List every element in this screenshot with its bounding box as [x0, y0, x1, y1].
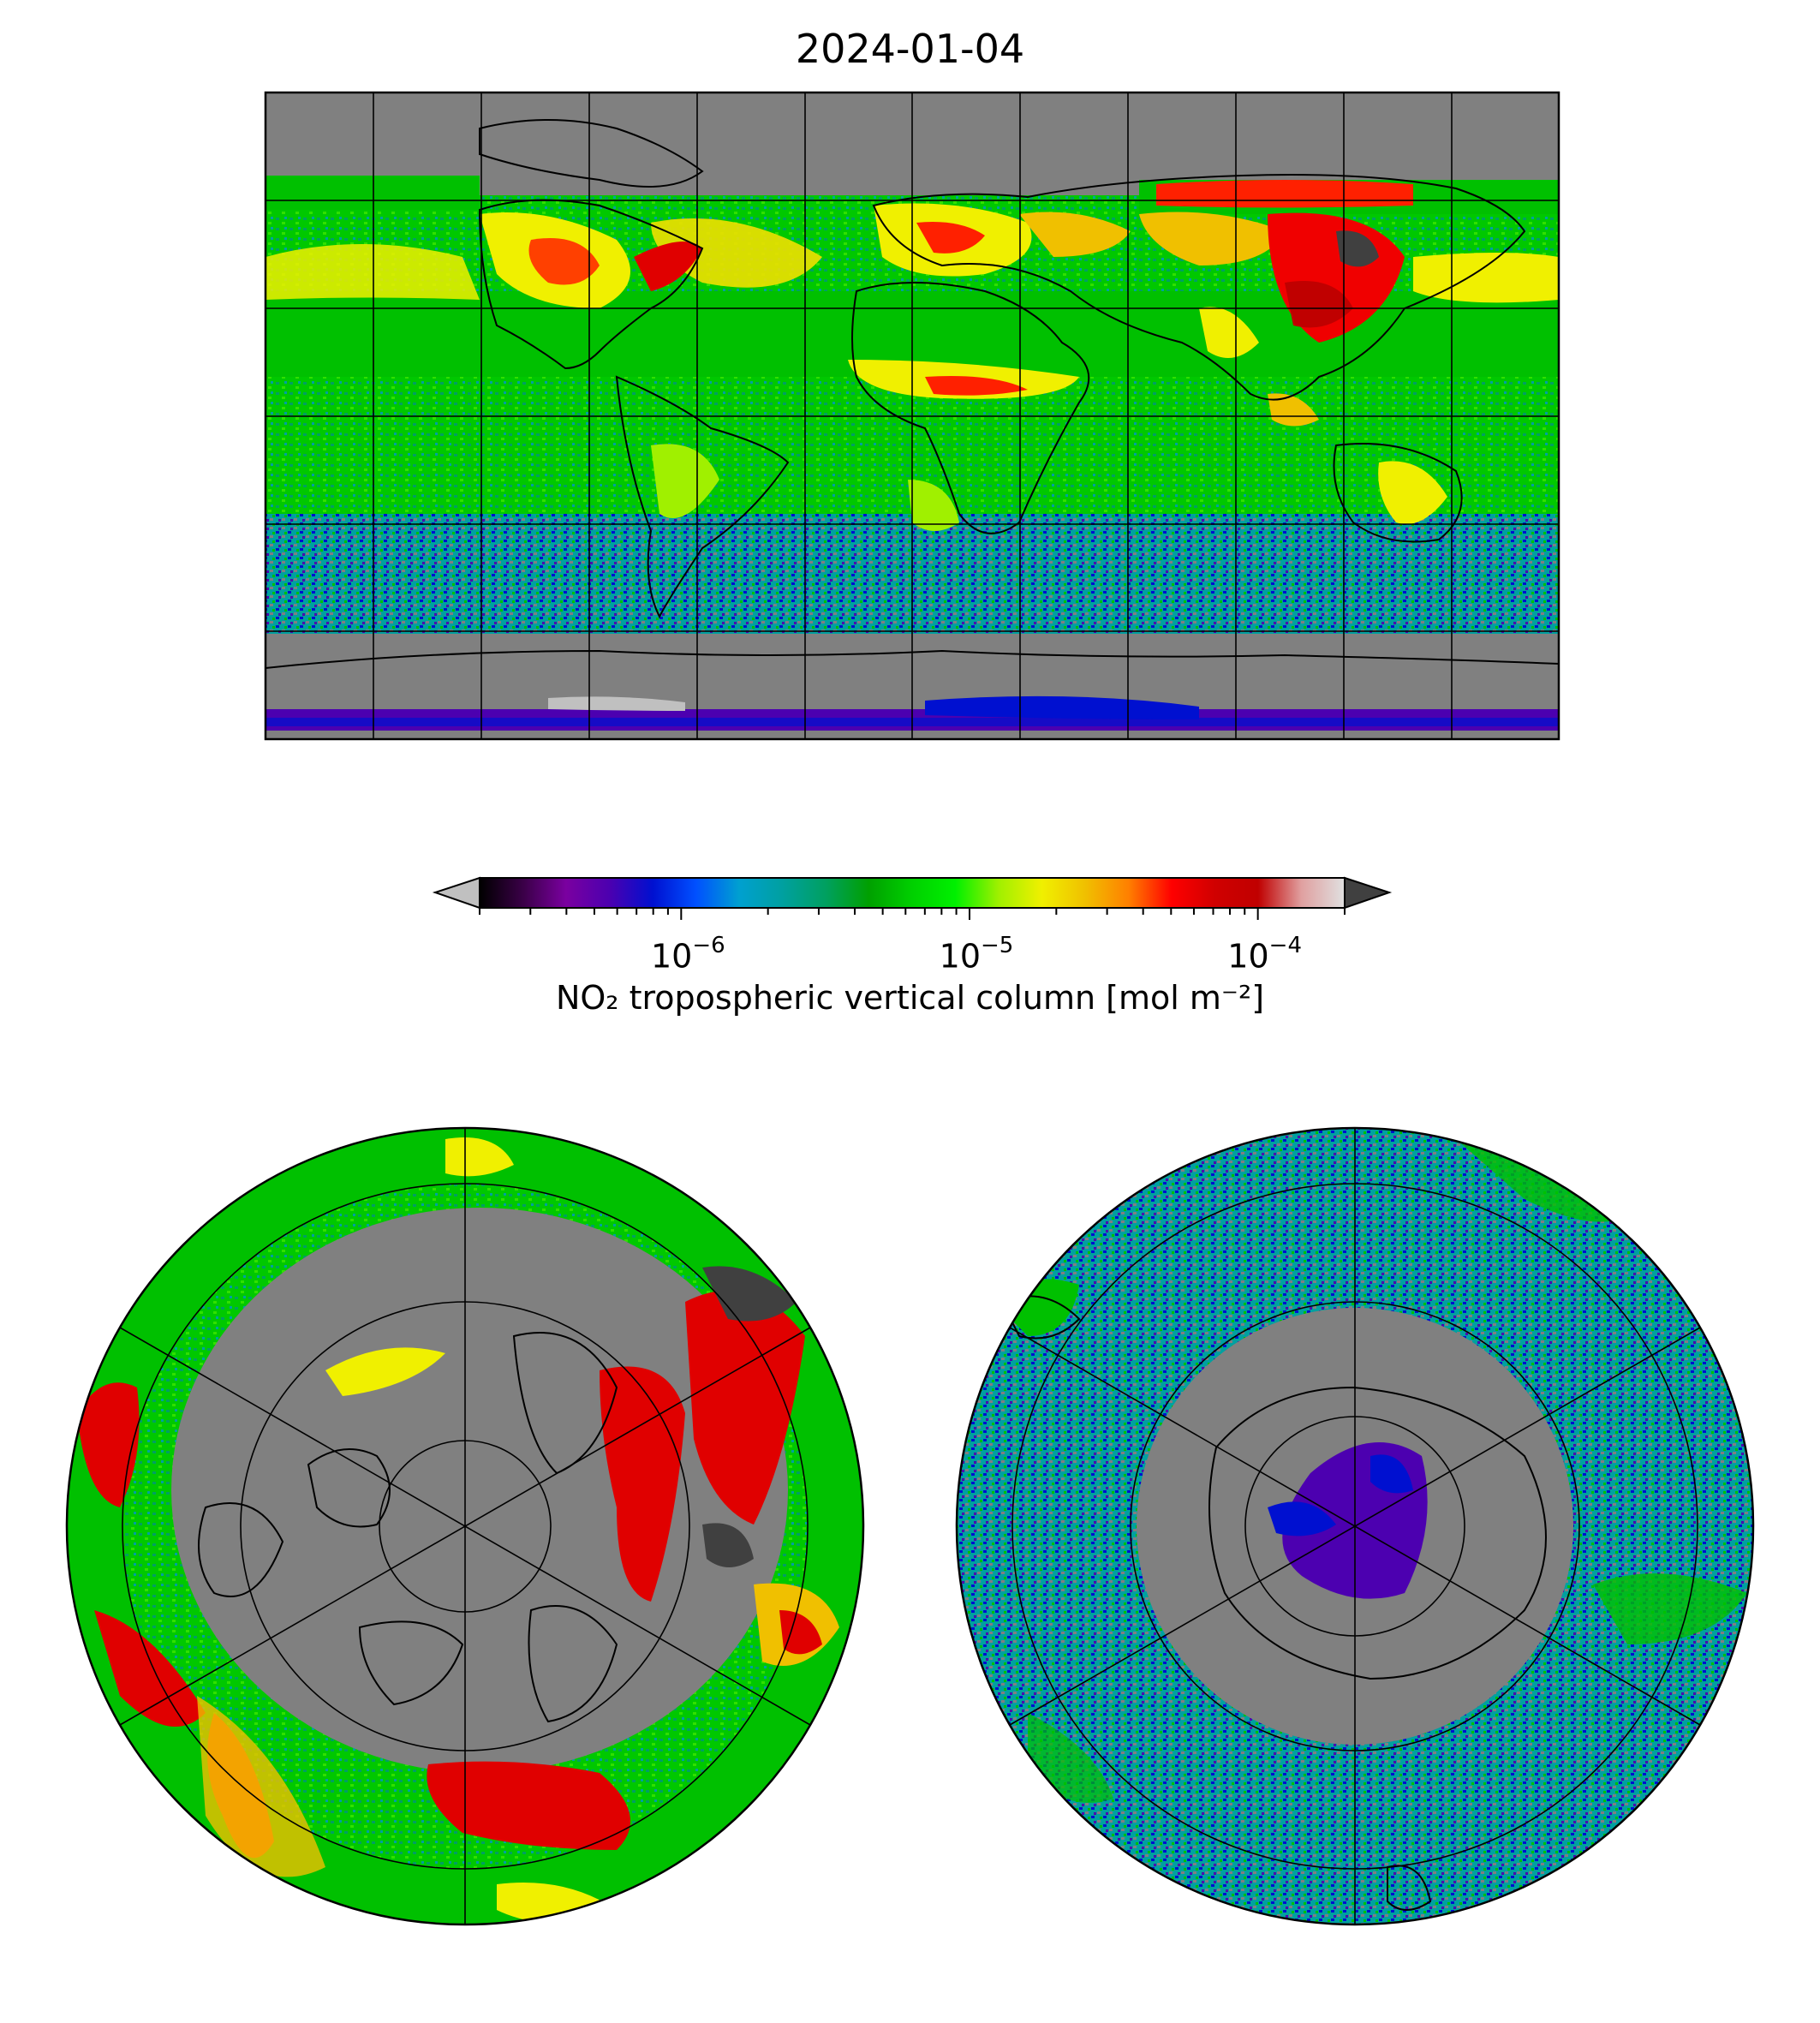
north-polar-graticule: [119, 1128, 811, 1925]
colorbar-extend-over: [1344, 876, 1393, 910]
colorbar-tick-label: 10−6: [650, 933, 725, 976]
colorbar-tick-label: 10−5: [939, 933, 1014, 976]
colorbar-ticks: [479, 908, 1346, 920]
colorbar-label: NO₂ tropospheric vertical column [mol m⁻…: [555, 979, 1265, 1017]
south-polar-frame: [955, 1126, 1755, 1926]
north-polar-coastlines: [198, 1332, 618, 1723]
global-map-frame: [264, 91, 1560, 741]
north-polar-frame: [65, 1126, 865, 1926]
colorbar-gradient: [479, 877, 1346, 909]
south-polar-graticule: [1009, 1128, 1701, 1925]
colorbar-tick-label: 10−4: [1227, 933, 1302, 976]
global-map-graticule: [266, 92, 1559, 739]
figure-title: 2024-01-04: [795, 26, 1025, 72]
global-map-coastlines: [266, 119, 1559, 669]
